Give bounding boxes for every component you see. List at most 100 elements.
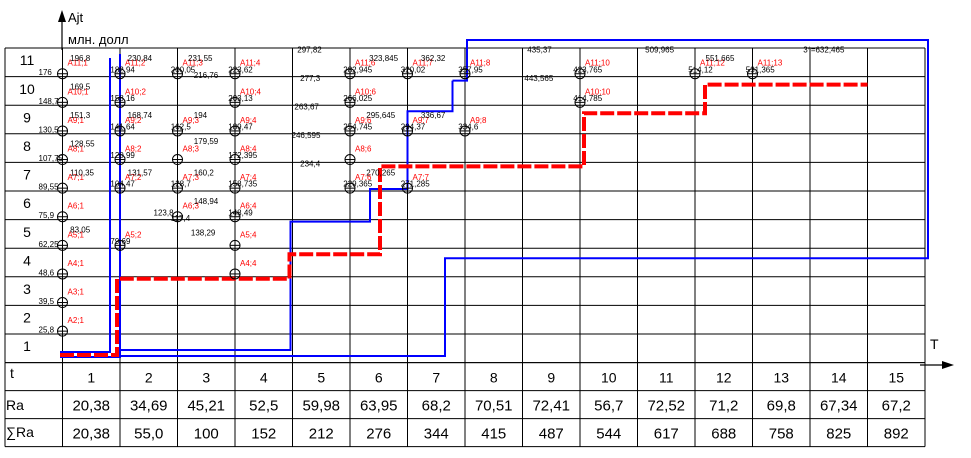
node-label: A2;1 (68, 316, 85, 325)
node-label: A9;4 (240, 116, 257, 125)
value-label: 189,47 (228, 123, 253, 132)
value-label: 414,785 (573, 94, 602, 103)
y-level-label: 6 (23, 195, 31, 211)
value-label: 83,05 (70, 225, 91, 234)
y-axis-arrow-icon (58, 10, 66, 22)
node-label: A9;3 (183, 116, 200, 125)
node-label: A10;1 (68, 87, 89, 96)
node-label: A8;6 (355, 145, 372, 154)
value-label: 148,94 (194, 197, 219, 206)
left-boundary (60, 58, 111, 353)
table-cell-sum-ra: 344 (424, 426, 449, 443)
value-label: 297,82 (297, 45, 322, 54)
node-label: A3;1 (68, 288, 85, 297)
value-label: 168,74 (128, 111, 153, 120)
node-label: A8;1 (68, 145, 85, 154)
value-label: 194 (194, 111, 208, 120)
value-label: 128,7 (171, 180, 192, 189)
table-cell-t: 6 (375, 370, 383, 386)
value-label: 266,025 (343, 94, 372, 103)
value-label: 138,29 (191, 228, 216, 237)
ra-row-label: Ra (6, 397, 24, 413)
node-label: A5;1 (68, 230, 85, 239)
table-cell-sum-ra: 617 (654, 426, 679, 443)
x-axis-arrow-icon (942, 361, 954, 369)
table-cell-ra: 63,95 (360, 398, 398, 415)
value-label: 179,59 (194, 137, 219, 146)
table-cell-t: 12 (716, 370, 732, 386)
state-nodes (57, 68, 758, 337)
table-cell-sum-ra: 152 (251, 426, 276, 443)
table-cell-ra: 72,52 (647, 398, 685, 415)
value-label: 229,365 (343, 180, 372, 189)
value-label: 89,55 (39, 183, 60, 192)
node-label: A9;7 (413, 116, 430, 125)
table-cell-t: 11 (659, 370, 674, 386)
table-cell-t: 7 (432, 370, 440, 386)
value-label: 104,47 (110, 180, 135, 189)
node-label: A9;1 (68, 116, 85, 125)
table-cell-t: 10 (601, 370, 617, 386)
value-label: 334,6 (458, 123, 479, 132)
value-label: 531,365 (746, 65, 775, 74)
t-row-label: t (10, 365, 14, 381)
table-cell-sum-ra: 688 (711, 426, 736, 443)
value-label: 294,37 (401, 123, 426, 132)
y-level-label: 10 (19, 81, 35, 97)
value-label: 131,57 (128, 168, 153, 177)
value-label: 160,2 (194, 168, 215, 177)
table-cell-ra: 67,2 (882, 398, 911, 415)
table-cell-ra: 59,98 (302, 398, 340, 415)
value-label: 158,16 (110, 94, 135, 103)
value-label: 443,565 (524, 74, 553, 83)
value-label: 270,265 (366, 168, 395, 177)
value-label: 117,4 (171, 214, 191, 223)
value-label: 128,55 (70, 140, 95, 149)
value-label: 48,6 (39, 268, 55, 277)
node-label: A9;8 (470, 116, 487, 125)
table-cell-sum-ra: 487 (539, 426, 564, 443)
node-label: A7;1 (68, 173, 85, 182)
value-label: 336,67 (421, 111, 446, 120)
node-label: A11;7 (413, 59, 434, 68)
node-label: A11;1 (68, 59, 89, 68)
y-level-label: 3 (23, 281, 31, 297)
value-label: 25,8 (39, 326, 55, 335)
value-label: 223,62 (228, 65, 253, 74)
value-label: 120,99 (110, 151, 135, 160)
value-label: 282,945 (343, 65, 372, 74)
node-label: A7;3 (183, 173, 200, 182)
value-label: 435,37 (527, 45, 552, 54)
value-label: 169,5 (70, 82, 91, 91)
table-cell-ra: 71,2 (709, 398, 738, 415)
y-axis-title: Ajt (68, 10, 84, 25)
value-label: 357,95 (458, 65, 483, 74)
y-level-label: 1 (23, 338, 31, 354)
y-level-label: 8 (23, 138, 31, 154)
table-cell-ra: 67,34 (820, 398, 858, 415)
node-label: A10;6 (355, 87, 376, 96)
value-label: 203,13 (228, 94, 253, 103)
node-label: A6;4 (240, 202, 257, 211)
node-label: A4;1 (68, 259, 85, 268)
table-cell-sum-ra: 55,0 (134, 426, 163, 443)
node-label: A8;4 (240, 145, 257, 154)
value-label: 254,745 (343, 123, 372, 132)
table-cell-ra: 20,38 (72, 398, 110, 415)
table-cell-t: 14 (831, 370, 847, 386)
node-label: A10;4 (240, 87, 261, 96)
table-cell-t: 3 (202, 370, 210, 386)
value-label: 3*=632,465 (803, 45, 845, 54)
value-label: 172,395 (228, 151, 257, 160)
value-label: 271,285 (401, 180, 430, 189)
value-label: 130,5 (39, 125, 60, 134)
value-label: 148,49 (228, 208, 253, 217)
node-label: A7;4 (240, 173, 257, 182)
table-cell-ra: 69,8 (767, 398, 796, 415)
table-cell-ra: 72,41 (532, 398, 570, 415)
node-label: A6;1 (68, 202, 85, 211)
y-level-label: 11 (20, 52, 35, 68)
value-label: 231,55 (188, 54, 213, 63)
y-axis-units: млн. долл (68, 32, 129, 47)
value-label: 323,845 (369, 54, 398, 63)
